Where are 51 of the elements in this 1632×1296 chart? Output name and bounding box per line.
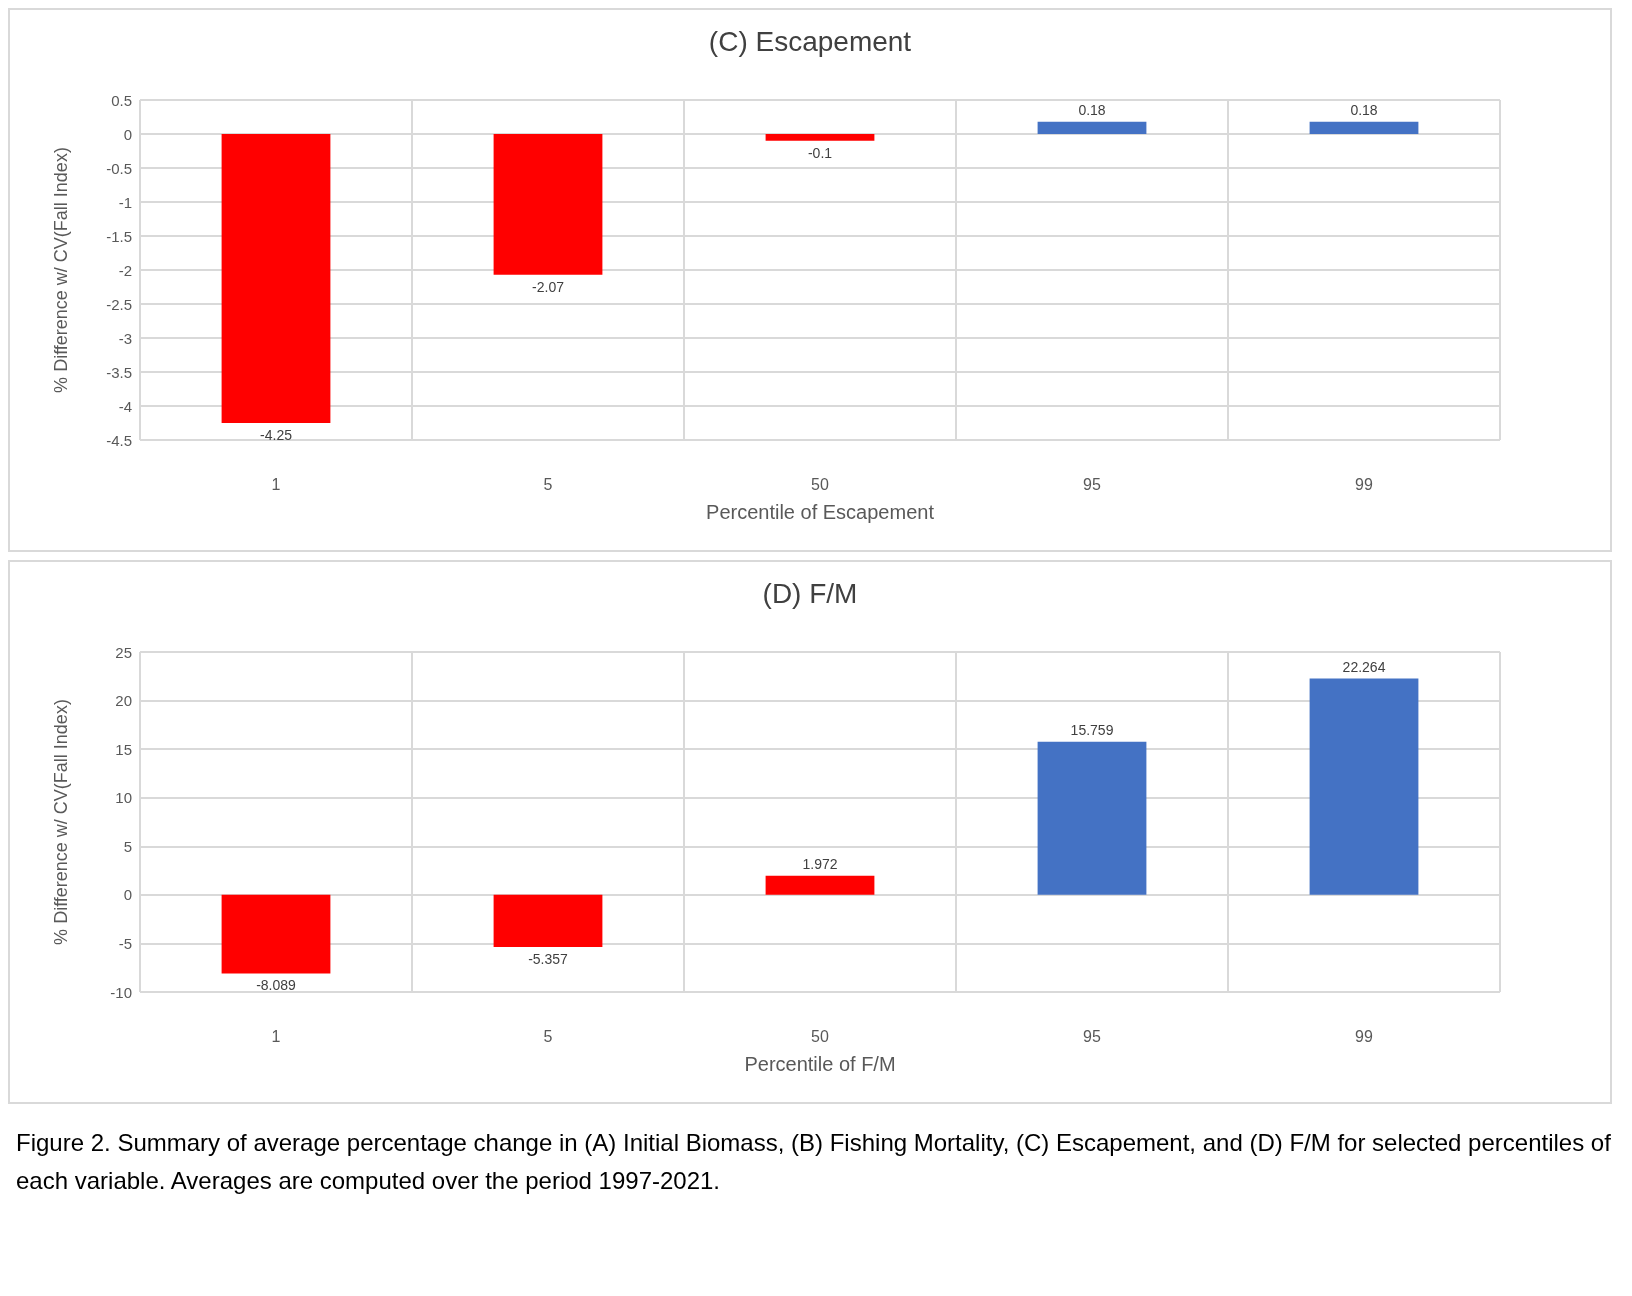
x-tick-label: 5 (543, 475, 553, 493)
data-label: 1.972 (802, 855, 838, 872)
y-tick-label: 0.5 (111, 91, 132, 109)
data-label: -5.357 (528, 950, 569, 967)
x-tick-label: 1 (271, 1027, 281, 1045)
x-tick-label: 99 (1355, 1027, 1373, 1045)
x-tick-label: 50 (811, 1027, 829, 1045)
data-label: -8.089 (256, 977, 297, 994)
y-tick-label: 25 (115, 643, 132, 661)
y-tick-label: -3.5 (106, 363, 132, 381)
y-tick-label: 0 (123, 125, 132, 143)
data-label: 22.264 (1342, 658, 1386, 675)
y-tick-label: 15 (115, 740, 132, 758)
x-axis-title: Percentile of F/M (744, 1053, 896, 1075)
bar (221, 894, 331, 974)
bar (493, 894, 603, 947)
y-tick-label: 10 (115, 789, 132, 807)
y-tick-label: 5 (123, 837, 132, 855)
y-tick-label: -0.5 (106, 159, 132, 177)
x-tick-label: 95 (1083, 475, 1101, 493)
data-label: -4.25 (260, 427, 293, 443)
y-tick-label: 20 (115, 692, 132, 710)
x-axis-title: Percentile of Escapement (706, 501, 935, 523)
bar (765, 875, 875, 895)
data-label: 0.18 (1350, 101, 1378, 118)
y-tick-label: -10 (110, 983, 132, 1001)
y-axis-title: % Difference w/ CV(Fall Index) (51, 147, 71, 393)
x-tick-label: 50 (811, 475, 829, 493)
caption: Figure 2. Summary of average percentage change in (A) Initial Biomass, (B) Fishing Mortality, (C) Escapement, and (D) F/M for selected percentiles of each variable. Averages are computed over the period 1997-2021. (15, 1128, 1612, 1197)
y-tick-label: -1.5 (106, 227, 132, 245)
data-label: 15.759 (1070, 721, 1114, 738)
data-label: -0.1 (807, 144, 833, 161)
x-tick-label: 1 (271, 475, 281, 493)
y-tick-label: 0 (123, 886, 132, 904)
bar (1037, 741, 1147, 895)
data-label: -2.07 (532, 278, 565, 295)
y-tick-label: -1 (118, 193, 132, 211)
y-tick-label: -2 (118, 261, 132, 279)
y-tick-label: -5 (118, 934, 132, 952)
y-tick-label: -3 (118, 329, 132, 347)
chart-title: (D) F/M (762, 577, 858, 609)
data-label: 0.18 (1078, 101, 1106, 118)
y-tick-label: -4.5 (106, 431, 132, 449)
chart-title: (C) Escapement (708, 25, 912, 57)
x-tick-label: 95 (1083, 1027, 1101, 1045)
y-tick-label: -2.5 (106, 295, 132, 313)
x-tick-label: 99 (1355, 475, 1373, 493)
y-axis-title: % Difference w/ CV(Fall Index) (51, 699, 71, 945)
bar (1309, 678, 1419, 895)
x-tick-label: 5 (543, 1027, 553, 1045)
y-tick-label: -4 (118, 397, 132, 415)
